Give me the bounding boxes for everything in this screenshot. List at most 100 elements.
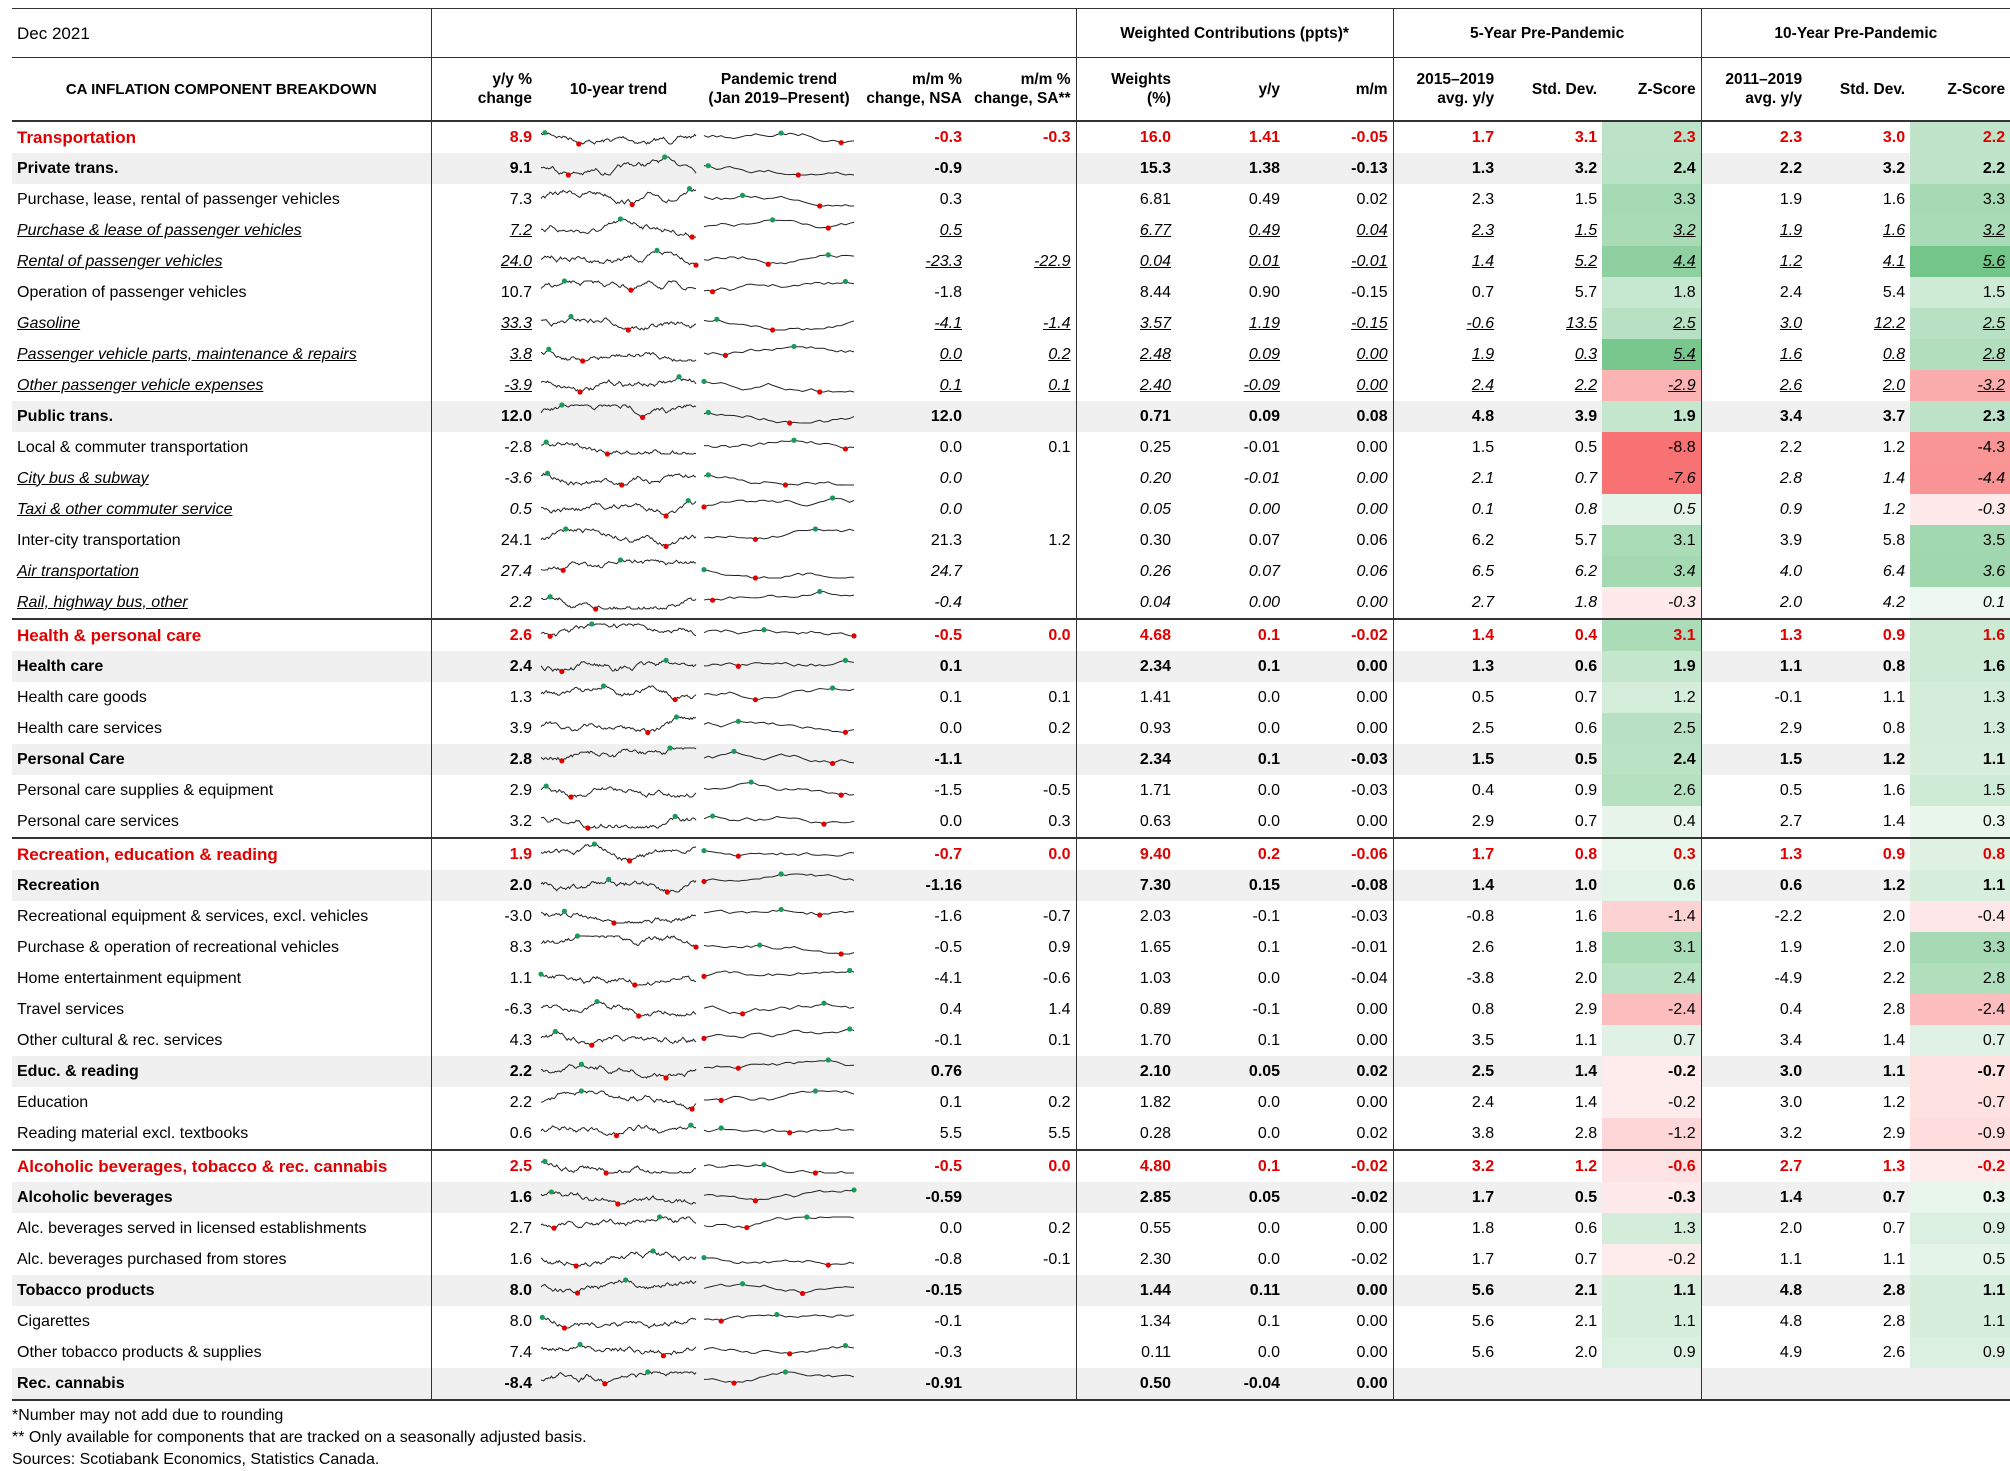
sparkline [703,685,855,703]
trend-cell [700,901,858,932]
value-cell: 0.9 [967,932,1077,963]
cell-value: 0.1 [1471,500,1495,518]
value-cell: 0.3 [1602,837,1702,870]
value-cell: 0.11 [1076,1337,1176,1368]
trend-cell [700,1337,858,1368]
cell-value: 1.4 [1779,1188,1803,1206]
cell-value: -0.4 [934,593,962,611]
value-cell: 1.71 [1076,775,1176,806]
cell-value: -4.4 [1977,469,2006,487]
value-cell: 0.5 [1499,432,1602,463]
value-cell: -1.2 [1602,1118,1702,1150]
value-cell: 0.6 [1499,713,1602,744]
sparkline [540,841,697,864]
cell-value: 0.89 [1139,1000,1172,1018]
label-text: Personal care supplies & equipment [17,781,274,799]
value-cell: -4.1 [858,308,967,339]
value-cell: 1.9 [431,837,537,870]
cell-value: 3.6 [1982,562,2006,580]
cell-value: 2.48 [1139,345,1172,363]
value-cell: 1.3 [1701,837,1808,870]
value-cell: 0.06 [1285,525,1394,556]
value-cell: -0.4 [858,587,967,619]
value-cell: 1.1 [1807,1056,1911,1087]
sparkline [540,657,697,675]
row-label: Passenger vehicle parts, maintenance & r… [12,339,432,370]
table-row: Air transportation 27.4 24.7 0.26 0.07 0.06 6.… [12,556,2010,587]
value-cell: 2.9 [1807,1118,1910,1150]
value-cell: 0.1 [1176,651,1286,682]
value-cell: 0.7 [1910,1025,2010,1056]
sparkline [540,154,697,178]
value-cell: 1.5 [1393,432,1499,463]
cell-value: 0.00 [1356,1093,1388,1111]
value-cell: -0.5 [858,1149,967,1182]
trend-cell [700,494,858,525]
value-cell: 1.6 [1807,184,1910,215]
cell-value: 0.25 [1139,438,1172,456]
cell-value: 0.1 [939,1093,962,1111]
label-text: Recreational equipment & services, excl.… [17,907,369,925]
cell-value: 1.4 [1882,812,1906,830]
value-cell: 0.49 [1176,184,1285,215]
value-cell: -0.7 [858,837,967,870]
value-cell: 0.5 [1499,744,1603,775]
table-row: Tobacco products 8.0 -0.15 1.44 0.11 0.00 5.6 2… [12,1275,2010,1306]
value-cell: 8.3 [431,932,537,963]
cell-value: 0.00 [1356,657,1388,675]
value-cell: -0.1 [1701,682,1807,713]
cell-value: 2.6 [1673,781,1696,799]
cell-value: 1.1 [1673,1312,1696,1330]
cell-value: 0.4 [939,1000,962,1018]
cell-value: -0.1 [1042,1250,1071,1268]
cell-value: 0.5 [1673,500,1696,518]
trend-cell [700,1087,858,1118]
value-cell: 2.0 [1701,587,1807,619]
label-text: Public trans. [17,407,114,425]
cell-value: 1.3 [1471,159,1495,177]
column-header: m/m [1285,57,1394,122]
sparkline [703,1057,855,1071]
sparkline [703,718,855,735]
value-cell: -0.2 [1910,1149,2010,1182]
label-text: Alcoholic beverages [17,1188,173,1206]
trend-cell [537,1337,700,1368]
value-cell: 1.6 [1701,339,1807,370]
table-row: Recreation 2.0 -1.16 7.30 0.15 -0.08 1.4 1.0 0.6… [12,870,2010,901]
value-cell: 2.3 [1602,121,1702,153]
value-cell: 0.1 [858,370,967,401]
trend-cell [700,1149,858,1182]
cell-value: 2.7 [1779,812,1803,830]
cell-value: 1.2 [1882,438,1906,456]
trend-cell [537,525,700,556]
cell-value: 2.5 [1471,719,1495,737]
cell-value: -0.3 [934,128,962,146]
cell-value: 0.0 [1257,781,1281,799]
value-cell: 5.4 [1807,277,1910,308]
cell-value: 2.9 [1882,1124,1906,1142]
table-row: Recreation, education & reading 1.9 -0.7 0.… [12,837,2010,870]
cell-value: 2.7 [1471,593,1495,611]
value-cell: 0.1 [1176,1149,1286,1182]
trend-cell [700,463,858,494]
row-label: Personal care services [12,806,432,838]
cell-value: 2.0 [1574,1343,1598,1361]
sparkline [703,409,855,426]
cell-value: 1.65 [1139,938,1172,956]
trend-cell [700,1182,858,1213]
value-cell [967,401,1077,432]
cell-value: 2.03 [1139,907,1172,925]
label-text: Personal care services [17,812,179,830]
value-cell: 1.7 [1393,1244,1499,1275]
value-cell: 1.2 [1807,744,1911,775]
value-cell: 0.11 [1176,1275,1286,1306]
sparkline [540,998,697,1019]
value-cell: -0.08 [1285,870,1394,901]
cell-value: 3.5 [1982,531,2006,549]
cell-value: 9.40 [1139,845,1172,863]
cell-value: 1.38 [1248,159,1281,177]
table-row: Alc. beverages served in licensed establ… [12,1213,2010,1244]
value-cell: 2.3 [1393,215,1499,246]
value-cell: 0.9 [1499,775,1602,806]
value-cell [967,1337,1077,1368]
